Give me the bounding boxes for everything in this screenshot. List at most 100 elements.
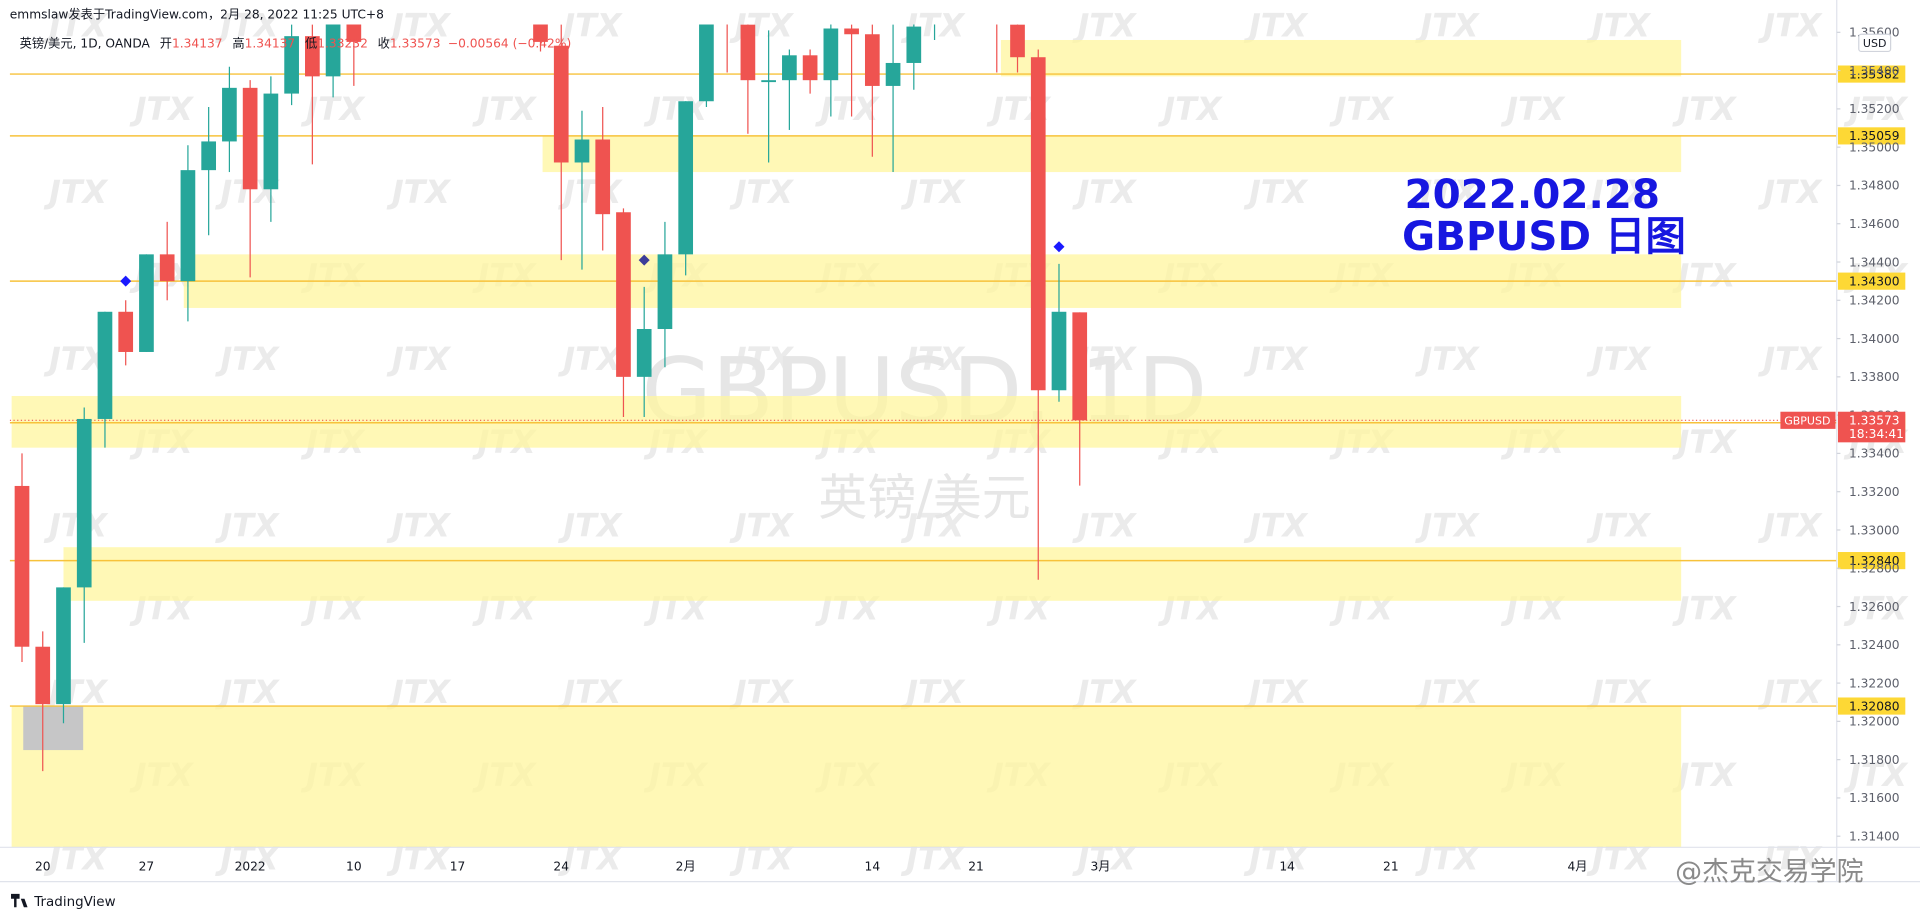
brand-watermark: JTX (214, 7, 280, 45)
candle-body (636, 329, 652, 377)
brand-watermark: JTX (1072, 7, 1138, 45)
y-tick-label: 1.34400 (1849, 255, 1900, 269)
candle-body (844, 28, 859, 35)
candle-body (159, 254, 175, 282)
brand-watermark: JTX (1243, 506, 1309, 544)
level-label: 1.35059 (1849, 129, 1900, 143)
y-tick-label: 1.35200 (1849, 102, 1900, 116)
candle-body (1072, 312, 1088, 421)
brand-watermark: JTX (557, 340, 623, 378)
candle-body (782, 55, 797, 81)
brand-watermark: JTX (729, 673, 795, 711)
brand-watermark: JTX (900, 506, 966, 544)
brand-watermark: JTX (1757, 7, 1823, 45)
candle-body (242, 87, 258, 190)
y-tick-label: 1.33400 (1849, 447, 1900, 461)
symbol-legend: 英镑/美元, 1D, OANDA 开1.34137 高1.34137 低1.33232… (20, 36, 572, 51)
tv-logo (11, 893, 28, 908)
candle-body (802, 55, 818, 81)
candle-body (906, 26, 922, 63)
brand-watermark: JTX (1414, 340, 1480, 378)
level-label: 1.32840 (1849, 554, 1900, 568)
candle-body (1051, 311, 1067, 391)
brand-watermark: JTX (43, 506, 109, 544)
brand-watermark: JTX (43, 673, 109, 711)
ohlc-value: 1.34137 (172, 37, 223, 51)
header-line: emmslaw发表于TradingView.com，2月 28, 2022 11… (10, 6, 384, 21)
x-tick-label: 2022 (235, 860, 266, 874)
candle-body (35, 646, 51, 705)
last-price: 1.33573 (1849, 414, 1900, 428)
brand-watermark: JTX (1757, 673, 1823, 711)
brand-watermark: JTX (1843, 590, 1909, 628)
ohlc-label: 高 (232, 36, 244, 51)
brand-watermark: JTX (1243, 173, 1309, 211)
brand-watermark: JTX (557, 673, 623, 711)
level-label-bg (1837, 697, 1906, 715)
candle-body (14, 485, 30, 647)
brand-watermark: JTX (1757, 340, 1823, 378)
brand-watermark: JTX (1072, 673, 1138, 711)
y-tick-label: 1.32400 (1849, 638, 1900, 652)
axes: 1.353821.350591.343001.335601.328401.320… (35, 26, 1906, 874)
brand-watermark: JTX (1414, 173, 1480, 211)
brand-watermark: JTX (1672, 257, 1738, 295)
brand-watermark: JTX (1072, 506, 1138, 544)
x-tick-label: 14 (865, 860, 881, 874)
x-tick-label: 21 (968, 860, 984, 874)
candle-body (574, 139, 590, 163)
brand-watermark: JTX (643, 90, 709, 128)
brand-watermark: JTX (1586, 7, 1652, 45)
x-tick-label: 27 (139, 860, 155, 874)
brand-watermark: JTX (1672, 90, 1738, 128)
candle-body (595, 139, 611, 215)
candle-body (553, 45, 569, 163)
ohlc-label: 收 (378, 37, 390, 51)
plot-area (9, 24, 1837, 848)
annotation: 2022.02.28 (1404, 170, 1660, 218)
brand-watermark: JTX (214, 340, 280, 378)
ohlc-label: 开 (160, 37, 172, 51)
candle-body (823, 28, 839, 81)
brand-watermark: JTX (729, 340, 795, 378)
level-label: 1.34300 (1849, 274, 1900, 288)
y-tick-label: 1.32600 (1849, 600, 1900, 614)
ohlc-value: 1.33232 (317, 37, 368, 51)
zone (11, 706, 1682, 848)
candle-body (740, 24, 756, 81)
brand-watermark: JTX (43, 340, 109, 378)
brand-watermark: JTX (557, 173, 623, 211)
x-tick-label: 24 (553, 860, 569, 874)
symbol-tag: GBPUSD (1784, 415, 1830, 428)
x-tick-label: 17 (450, 860, 466, 874)
candle-body (76, 418, 92, 588)
brand-watermark: JTX (386, 7, 452, 45)
brand-watermark: JTX (557, 7, 623, 45)
candle-body (284, 36, 299, 94)
brand-watermark: JTX (1672, 423, 1738, 461)
brand-watermark: JTX (1243, 340, 1309, 378)
candle-body (56, 587, 71, 705)
symbol: 英镑/美元, 1D, OANDA (20, 36, 151, 51)
zone (63, 547, 1682, 601)
candle-body (885, 62, 901, 86)
credit-watermark: @杰克交易学院 (1675, 856, 1864, 887)
y-tick-label: 1.32200 (1849, 676, 1900, 690)
brand-watermark: JTX (214, 673, 280, 711)
brand-watermark: JTX (43, 173, 109, 211)
change: −0.00564 (−0.42%) (448, 37, 571, 51)
ohlc-label: 低 (305, 37, 317, 51)
y-tick-label: 1.34800 (1849, 179, 1900, 193)
brand-watermark: JTX (1500, 90, 1566, 128)
brand-watermark: JTX (472, 90, 538, 128)
brand-watermark: JTX (129, 90, 195, 128)
brand-watermark: JTX (1586, 506, 1652, 544)
last-price-bg (1837, 411, 1906, 443)
name-watermark: 英镑/美元 (818, 469, 1030, 526)
level-label-bg (1837, 127, 1906, 145)
ohlc-value: 1.34137 (245, 37, 296, 51)
zone (1000, 39, 1682, 77)
brand-watermark: JTX (1157, 90, 1223, 128)
